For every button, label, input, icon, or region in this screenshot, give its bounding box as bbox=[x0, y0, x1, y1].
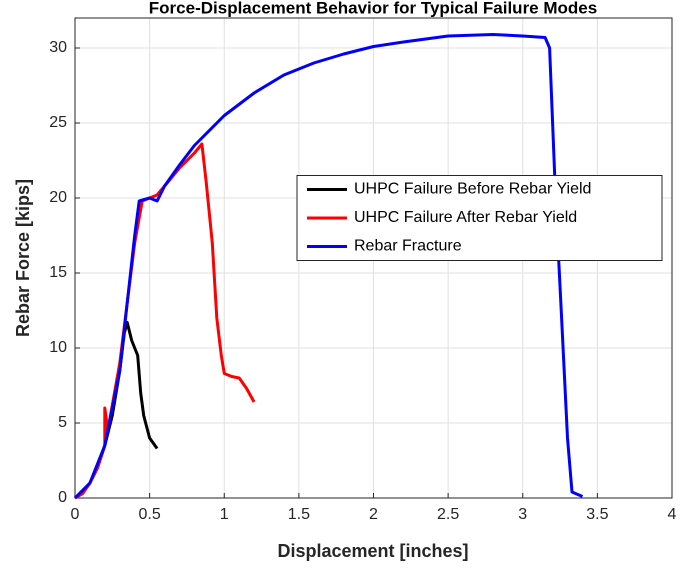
axes-box bbox=[74, 17, 673, 499]
x-tick-label: 3 bbox=[518, 506, 527, 523]
x-tick-label: 0.5 bbox=[139, 506, 161, 523]
y-axis-label: Rebar Force [kips] bbox=[13, 179, 33, 337]
x-tick-label: 0 bbox=[71, 506, 80, 523]
x-axis-label: Displacement [inches] bbox=[277, 541, 468, 561]
series-line bbox=[73, 33, 584, 500]
x-tick-label: 1.5 bbox=[288, 506, 310, 523]
y-tick-label: 15 bbox=[49, 264, 67, 281]
x-tick-label: 1 bbox=[220, 506, 229, 523]
y-tick-label: 20 bbox=[49, 189, 67, 206]
legend-label: Rebar Fracture bbox=[354, 238, 462, 255]
legend-label: UHPC Failure Before Rebar Yield bbox=[354, 181, 591, 198]
y-tick-label: 10 bbox=[49, 339, 67, 356]
y-tick-label: 5 bbox=[58, 414, 67, 431]
y-tick-label: 25 bbox=[49, 114, 67, 131]
y-tick-label: 30 bbox=[49, 39, 67, 56]
x-tick-label: 3.5 bbox=[586, 506, 608, 523]
legend-box bbox=[296, 175, 663, 261]
chart-title: Force-Displacement Behavior for Typical … bbox=[149, 0, 597, 17]
x-tick-label: 2 bbox=[369, 506, 378, 523]
x-tick-label: 2.5 bbox=[437, 506, 459, 523]
y-tick-label: 0 bbox=[58, 489, 67, 506]
legend-label: UHPC Failure After Rebar Yield bbox=[354, 209, 577, 226]
x-tick-label: 4 bbox=[668, 506, 677, 523]
